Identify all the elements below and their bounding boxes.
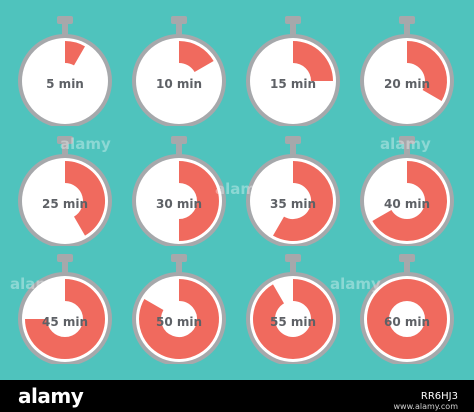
stopwatch-crown — [57, 16, 73, 24]
stopwatch-icon — [18, 16, 112, 126]
timer-15-min: 15 min — [244, 14, 342, 126]
stopwatch-icon — [246, 16, 340, 126]
timer-35-min: 35 min — [244, 134, 342, 246]
stopwatch-crown — [285, 254, 301, 262]
stopwatch-stem — [404, 23, 410, 37]
stopwatch-crown — [171, 254, 187, 262]
stopwatch-stem — [62, 143, 68, 157]
stopwatch-stem — [404, 261, 410, 275]
progress-arc — [178, 41, 214, 73]
timer-label: 50 min — [155, 315, 203, 329]
stopwatch-stem — [176, 261, 182, 275]
progress-arc — [292, 41, 333, 82]
stopwatch-crown — [57, 136, 73, 144]
footer-bar: alamy RR6HJ3 www.alamy.com — [0, 380, 474, 412]
stopwatch-stem — [62, 261, 68, 275]
stopwatch-stem — [290, 261, 296, 275]
timer-5-min: 5 min — [16, 14, 114, 126]
watermark: alamy — [10, 275, 61, 293]
timer-45-min: 45 min — [16, 252, 114, 364]
stopwatch-icon — [132, 254, 226, 364]
timer-60-min: 60 min — [358, 252, 456, 364]
timer-label: 40 min — [383, 197, 431, 211]
timer-label: 30 min — [155, 197, 203, 211]
watermark: alamy — [215, 180, 266, 198]
timer-55-min: 55 min — [244, 252, 342, 364]
stopwatch-crown — [399, 254, 415, 262]
progress-arc — [253, 279, 333, 359]
progress-arc — [64, 161, 105, 236]
timer-label: 25 min — [41, 197, 89, 211]
stopwatch-crown — [285, 136, 301, 144]
stopwatch-stem — [62, 23, 68, 37]
stopwatch-icon — [132, 16, 226, 126]
progress-arc — [25, 279, 105, 359]
timer-20-min: 20 min — [358, 14, 456, 126]
progress-arc — [273, 161, 333, 241]
timer-label: 35 min — [269, 197, 317, 211]
watermark: alamy — [380, 135, 431, 153]
timer-label: 15 min — [269, 77, 317, 91]
timer-40-min: 40 min — [358, 134, 456, 246]
stopwatch-face — [22, 38, 108, 124]
stopwatch-icon — [132, 136, 226, 246]
stopwatch-icon — [246, 254, 340, 364]
progress-arc — [367, 279, 447, 359]
stopwatch-stem — [290, 23, 296, 37]
stopwatch-crown — [171, 16, 187, 24]
timer-grid: 5 min 10 min 15 min 20 min 25 min 30 min 35 mi… — [16, 14, 456, 364]
timer-50-min: 50 min — [130, 252, 228, 364]
stopwatch-stem — [176, 143, 182, 157]
alamy-logo: alamy — [18, 384, 84, 408]
stopwatch-crown — [57, 254, 73, 262]
stopwatch-stem — [176, 23, 182, 37]
stopwatch-icon — [246, 136, 340, 246]
stopwatch-icon — [360, 16, 454, 126]
watermark: alamy — [60, 135, 111, 153]
progress-arc — [178, 161, 219, 241]
progress-arc — [64, 41, 85, 66]
timer-label: 55 min — [269, 315, 317, 329]
timer-10-min: 10 min — [130, 14, 228, 126]
timer-label: 10 min — [155, 77, 203, 91]
timer-label: 5 min — [46, 77, 84, 91]
progress-arc — [406, 41, 447, 101]
stopwatch-crown — [399, 16, 415, 24]
stopwatch-crown — [399, 136, 415, 144]
stopwatch-icon — [18, 136, 112, 246]
timer-25-min: 25 min — [16, 134, 114, 246]
stopwatch-crown — [285, 16, 301, 24]
stopwatch-icon — [18, 254, 112, 364]
image-id-url: www.alamy.com — [393, 402, 458, 411]
stopwatch-icon — [360, 136, 454, 246]
watermark: alamy — [330, 275, 381, 293]
progress-arc — [372, 161, 447, 241]
timer-label: 20 min — [383, 77, 431, 91]
timer-label: 45 min — [41, 315, 89, 329]
image-id: RR6HJ3 — [420, 391, 458, 402]
stopwatch-crown — [171, 136, 187, 144]
stopwatch-icon — [360, 254, 454, 364]
stopwatch-stem — [404, 143, 410, 157]
timer-30-min: 30 min — [130, 134, 228, 246]
stopwatch-stem — [290, 143, 296, 157]
timer-label: 60 min — [383, 315, 431, 329]
progress-arc — [139, 279, 219, 359]
